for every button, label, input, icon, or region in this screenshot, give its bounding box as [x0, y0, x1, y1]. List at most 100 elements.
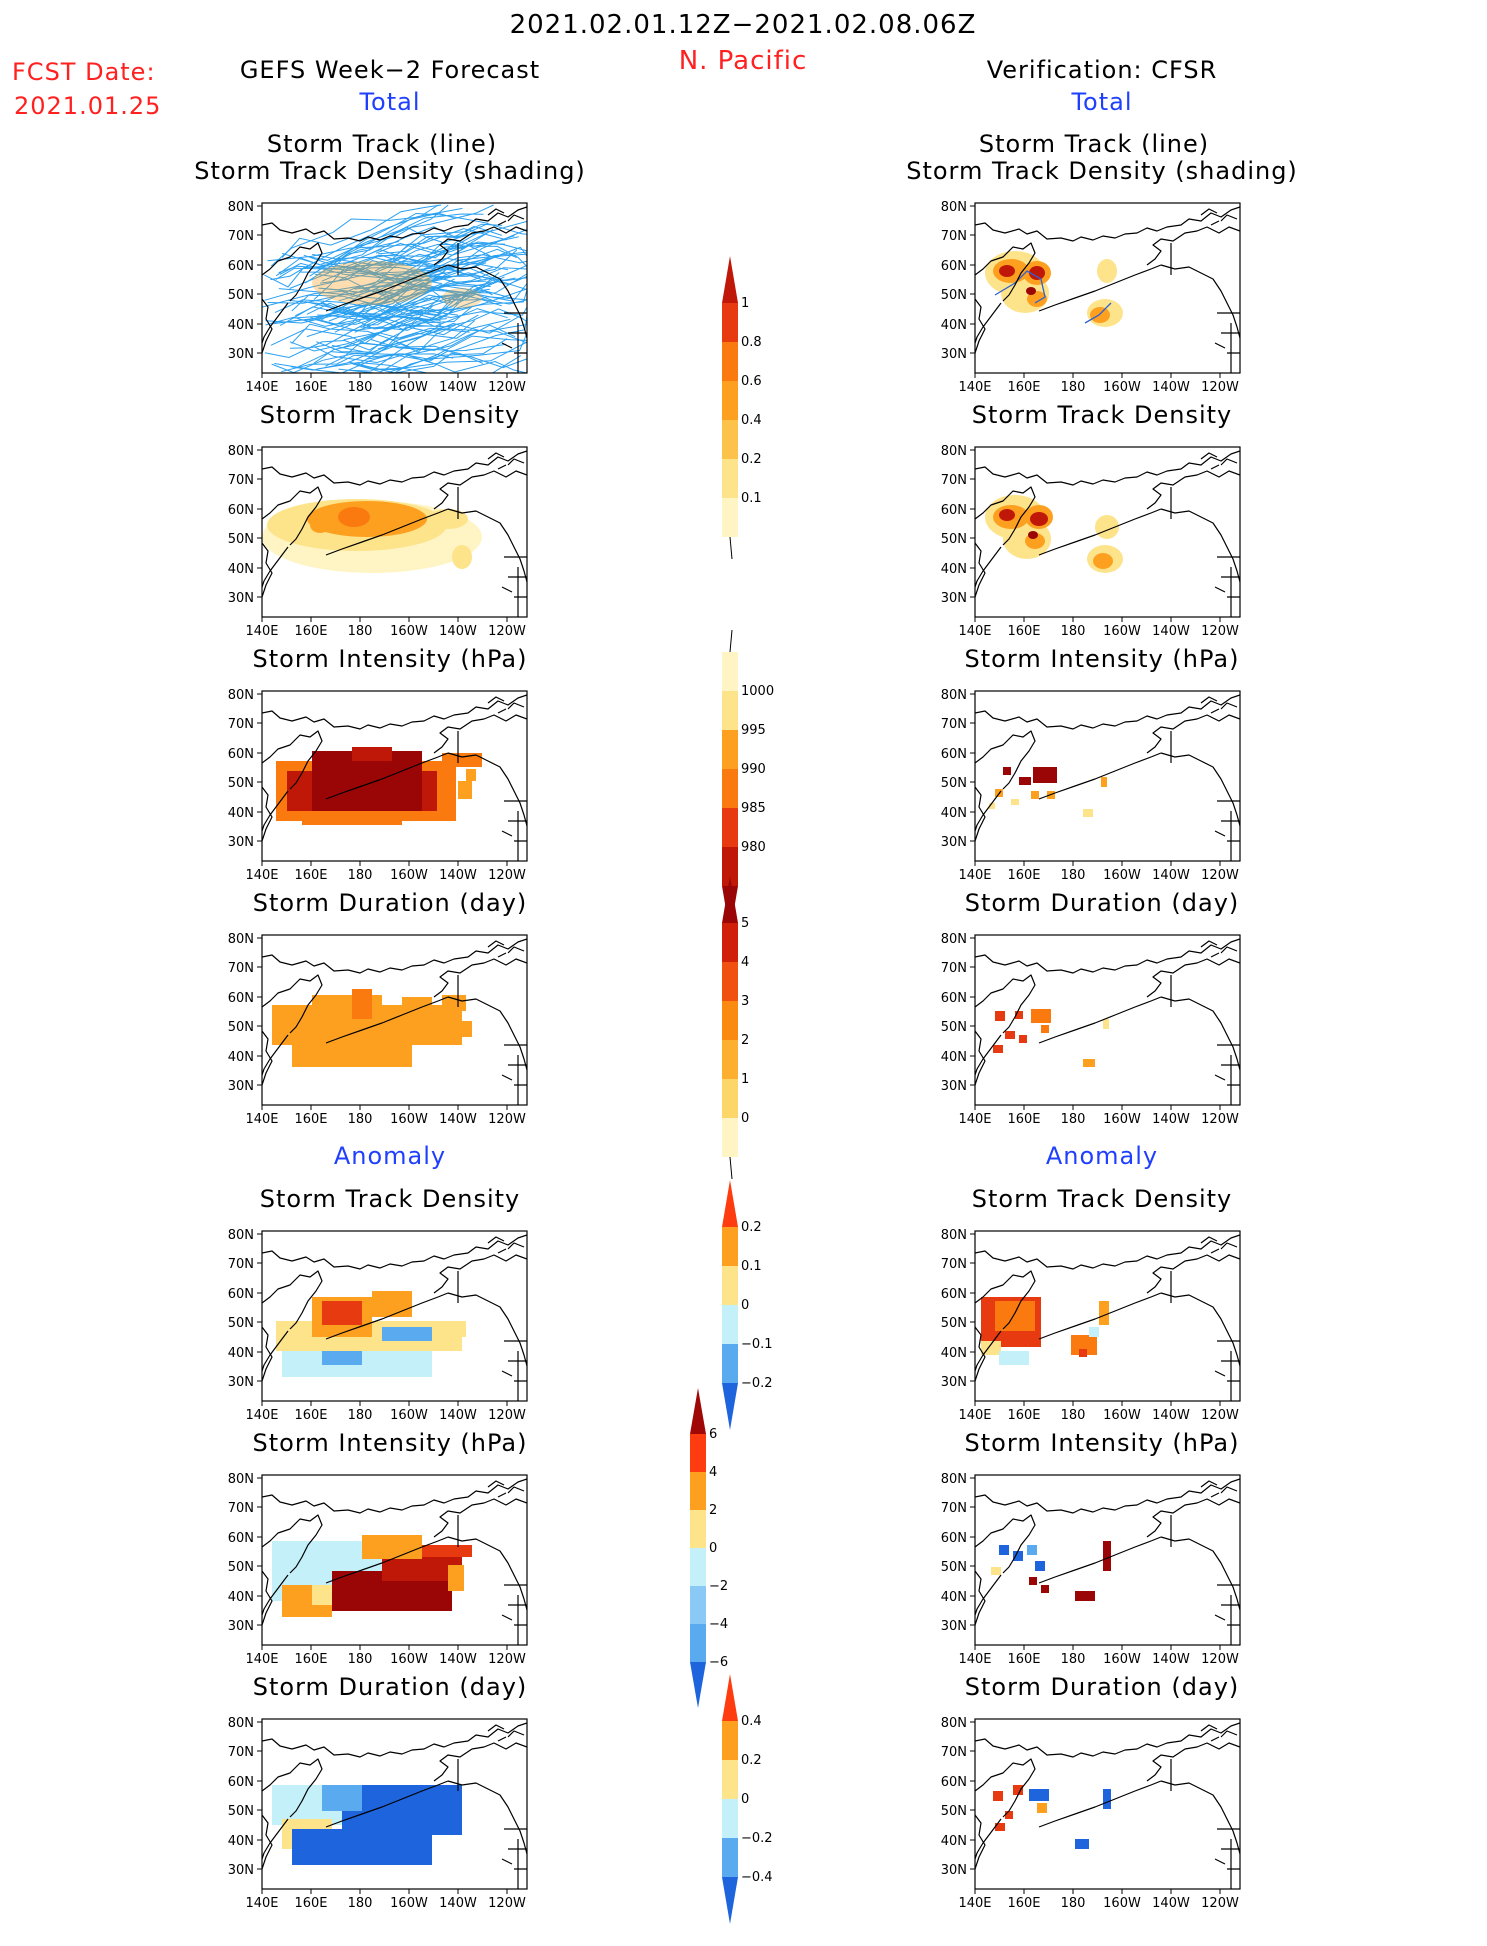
- lon-label: 120W: [488, 1652, 526, 1667]
- colorbar-segment: [690, 1510, 706, 1548]
- lat-label: 80N: [228, 1716, 254, 1731]
- lon-label: 140W: [1152, 380, 1190, 395]
- title-track-line-right: Storm Track (line): [978, 130, 1210, 158]
- lat-label: 70N: [941, 717, 967, 732]
- colorbar-segment: [722, 730, 738, 769]
- period-title: 2021.02.01.12Z−2021.02.08.06Z: [509, 10, 977, 40]
- lat-label: 40N: [228, 1346, 254, 1361]
- lon-label: 140E: [245, 380, 278, 395]
- region-title: N. Pacific: [678, 46, 808, 76]
- colorbar-segment: [722, 1305, 738, 1344]
- colorbar-segment: [722, 1227, 738, 1266]
- lat-label: 50N: [228, 1020, 254, 1035]
- lat-label: 30N: [941, 1863, 967, 1878]
- lon-label: 160E: [1007, 868, 1040, 883]
- lon-label: 160E: [1007, 624, 1040, 639]
- lat-label: 40N: [941, 1050, 967, 1065]
- colorbar-label: 0.4: [741, 1714, 762, 1729]
- left-column-title: GEFS Week−2 Forecast: [239, 56, 541, 84]
- lon-label: 160E: [1007, 1652, 1040, 1667]
- lon-label: 120W: [1201, 1112, 1239, 1127]
- lon-label: 180: [1061, 1652, 1086, 1667]
- lat-label: 80N: [941, 1472, 967, 1487]
- colorbar-segment: [722, 808, 738, 847]
- lon-label: 140E: [958, 1652, 991, 1667]
- lon-label: 140W: [439, 1896, 477, 1911]
- lat-label: 50N: [941, 532, 967, 547]
- lat-label: 60N: [941, 259, 967, 274]
- lon-label: 160E: [1007, 380, 1040, 395]
- colorbar-segment: [722, 1877, 738, 1924]
- lon-label: 160E: [294, 624, 327, 639]
- lat-label: 80N: [228, 1472, 254, 1487]
- lon-label: 160W: [390, 1112, 428, 1127]
- map-track-line-verification: 80N 70N 60N 50N 40N 30N 140E 160E 180 160W 140W 120…: [941, 200, 1241, 395]
- colorbar-segment: [722, 256, 738, 303]
- lat-label: 60N: [228, 991, 254, 1006]
- lat-label: 50N: [941, 1316, 967, 1331]
- lat-label: 70N: [228, 229, 254, 244]
- title-track-shading-left: Storm Track Density (shading): [194, 157, 586, 185]
- lat-label: 60N: [941, 1531, 967, 1546]
- lon-label: 140W: [439, 1112, 477, 1127]
- lon-label: 140W: [439, 868, 477, 883]
- lat-label: 40N: [228, 1590, 254, 1605]
- lon-label: 180: [348, 380, 373, 395]
- colorbar-density-anom: 0.2 0.1 0 −0.1 −0.2: [722, 1180, 773, 1430]
- title-duration-anom-right: Storm Duration (day): [964, 1673, 1240, 1701]
- lat-label: 60N: [228, 259, 254, 274]
- colorbar-segment: [722, 381, 738, 420]
- lat-label: 30N: [228, 1863, 254, 1878]
- title-density-left: Storm Track Density: [259, 401, 521, 429]
- colorbar-segment: [722, 498, 738, 537]
- lat-label: 40N: [228, 562, 254, 577]
- colorbar-segment: [722, 1079, 738, 1118]
- colorbar-segment: [722, 876, 738, 923]
- lat-label: 40N: [941, 1834, 967, 1849]
- lon-label: 120W: [1201, 868, 1239, 883]
- colorbar-label: 0.2: [741, 1753, 762, 1768]
- lon-label: 140E: [958, 380, 991, 395]
- lat-label: 50N: [228, 288, 254, 303]
- colorbar-label: −0.2: [741, 1831, 773, 1846]
- lon-label: 140E: [245, 1896, 278, 1911]
- lon-label: 120W: [488, 624, 526, 639]
- lat-label: 80N: [941, 688, 967, 703]
- lat-label: 60N: [941, 1775, 967, 1790]
- colorbar-segment: [690, 1624, 706, 1662]
- colorbar-segment: [722, 1118, 738, 1157]
- lat-label: 60N: [228, 1531, 254, 1546]
- lon-label: 140W: [439, 1408, 477, 1423]
- colorbar-label: −4: [709, 1617, 728, 1632]
- lat-label: 60N: [941, 991, 967, 1006]
- lat-label: 50N: [941, 776, 967, 791]
- colorbar-segment: [722, 1383, 738, 1430]
- lon-label: 160W: [1103, 1652, 1141, 1667]
- colorbar-segment: [722, 1838, 738, 1877]
- lon-label: 160W: [1103, 1408, 1141, 1423]
- lat-label: 80N: [228, 200, 254, 215]
- lat-label: 50N: [228, 1316, 254, 1331]
- lon-label: 160W: [390, 1408, 428, 1423]
- colorbar-segment: [722, 652, 738, 691]
- lon-label: 160E: [294, 380, 327, 395]
- right-total-label: Total: [1071, 88, 1133, 116]
- colorbar-segment: [722, 769, 738, 808]
- title-duration-right: Storm Duration (day): [964, 889, 1240, 917]
- lat-label: 80N: [228, 932, 254, 947]
- colorbar-segment: [722, 303, 738, 342]
- lon-label: 120W: [1201, 380, 1239, 395]
- map-intensity-anom-forecast: 80N 70N 60N 50N 40N 30N 140E 160E 180 160W 140W 120…: [228, 1472, 528, 1667]
- lat-label: 40N: [941, 1346, 967, 1361]
- lat-label: 60N: [941, 503, 967, 518]
- lat-label: 30N: [941, 1079, 967, 1094]
- lat-label: 70N: [941, 1745, 967, 1760]
- lon-label: 120W: [488, 1112, 526, 1127]
- map-intensity-anom-verification: 80N 70N 60N 50N 40N 30N 140E 160E 180 160W 140W 120…: [941, 1472, 1241, 1667]
- lat-label: 80N: [228, 1228, 254, 1243]
- lat-label: 80N: [941, 932, 967, 947]
- colorbar-segment: [722, 1674, 738, 1721]
- colorbar-label: 0.1: [741, 1259, 762, 1274]
- colorbar-segment: [690, 1548, 706, 1586]
- fcst-date-label: FCST Date:: [12, 58, 156, 86]
